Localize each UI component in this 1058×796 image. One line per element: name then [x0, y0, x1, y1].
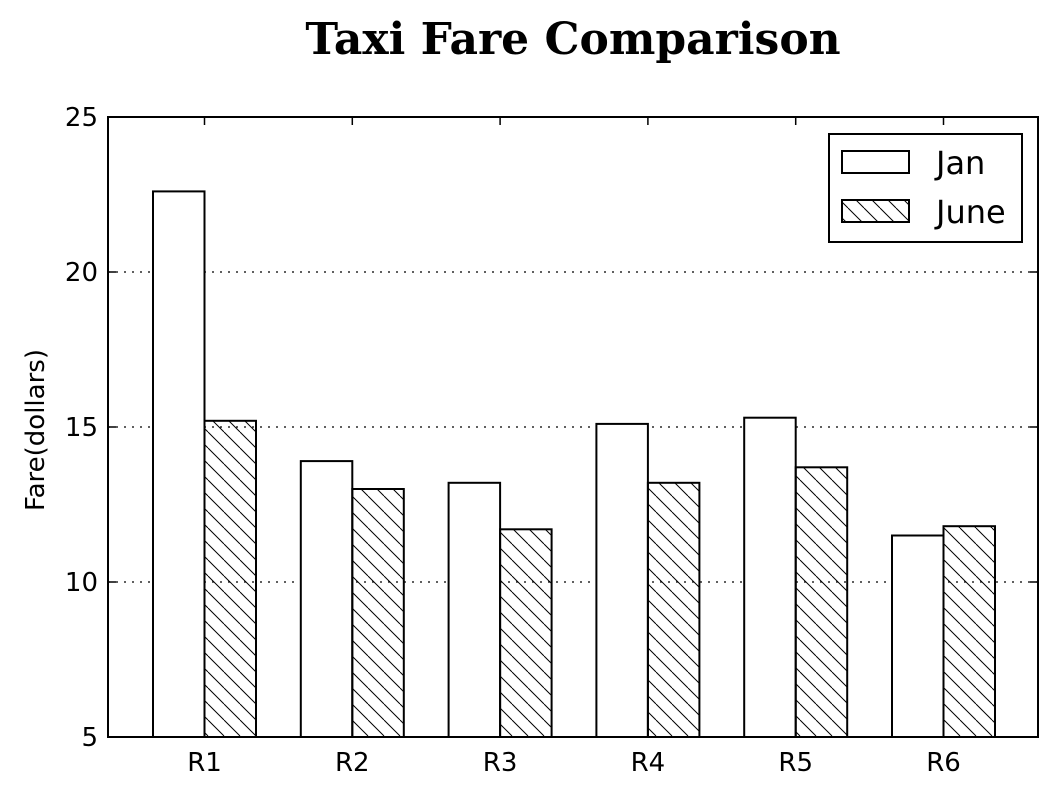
- x-tick-label-r6: R6: [926, 748, 961, 778]
- x-tick-label-r3: R3: [483, 748, 518, 778]
- axis-ticks: [108, 116, 1038, 738]
- bar-june-r5: [794, 466, 849, 738]
- y-tick-label: 10: [65, 568, 98, 598]
- bar-june-r2: [351, 488, 405, 738]
- bar-june-r4: [646, 481, 701, 738]
- bar-jan-r3: [447, 481, 502, 738]
- gridlines: [108, 271, 1038, 583]
- x-tick-label-r4: R4: [631, 748, 666, 778]
- x-tick-label-r1: R1: [187, 748, 222, 778]
- legend-label-june: June: [934, 193, 1006, 231]
- legend-swatch-june: [841, 199, 910, 223]
- bar-june-r3: [499, 528, 553, 738]
- bar-jan-r2: [299, 460, 354, 738]
- bar-jan-r4: [595, 422, 649, 738]
- chart-title: Taxi Fare Comparison: [305, 14, 840, 65]
- y-tick-labels: 5 10 15 20 25: [65, 103, 98, 753]
- legend-swatch-jan: [841, 150, 910, 174]
- y-tick-label: 15: [65, 413, 98, 443]
- legend-label-jan: Jan: [934, 144, 985, 182]
- bar-jan-r6: [891, 534, 945, 738]
- y-tick-label: 25: [65, 103, 98, 133]
- bars: [152, 190, 996, 739]
- bar-june-r6: [942, 525, 996, 739]
- x-tick-label-r2: R2: [335, 748, 370, 778]
- bar-jan-r5: [743, 416, 797, 738]
- y-tick-label: 20: [65, 258, 98, 288]
- x-tick-labels: R1 R2 R3 R4 R5 R6: [187, 748, 961, 778]
- legend: Jan June: [828, 133, 1023, 243]
- bar-jan-r1: [152, 190, 206, 738]
- x-tick-label-r5: R5: [778, 748, 813, 778]
- y-tick-label: 5: [81, 723, 98, 753]
- bar-june-r1: [203, 419, 257, 738]
- y-axis-label: Fare(dollars): [21, 349, 51, 511]
